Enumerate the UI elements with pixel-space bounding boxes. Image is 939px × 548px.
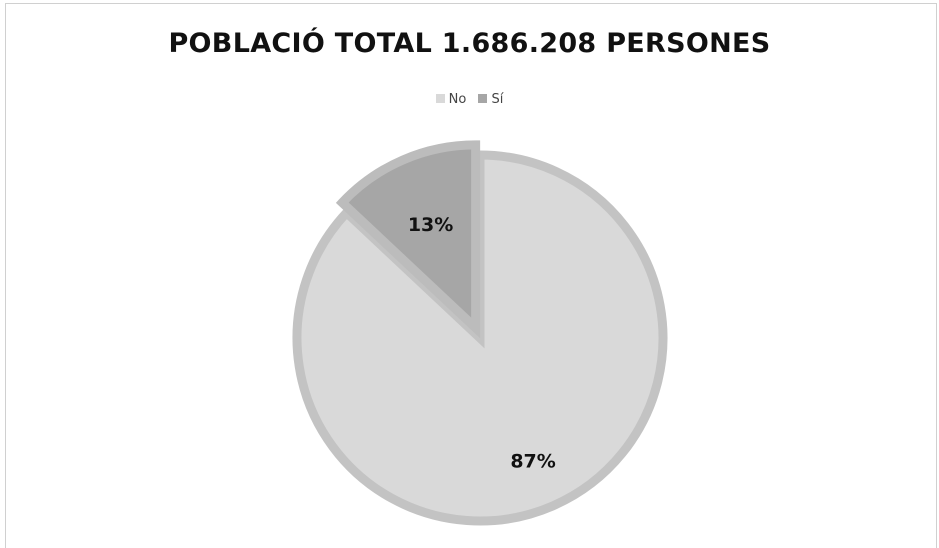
legend-swatch-no [435, 94, 445, 103]
legend-item-si: Sí [478, 92, 503, 107]
legend: No Sí [0, 92, 939, 107]
slice-label-no: 87% [510, 451, 555, 473]
legend-item-no: No [435, 92, 467, 107]
pie-slice-si [335, 140, 481, 339]
chart-title: POBLACIÓ TOTAL 1.686.208 PERSONES [168, 28, 771, 59]
legend-swatch-si [478, 94, 488, 103]
legend-label-si: Sí [491, 92, 504, 107]
slice-label-si: 13% [408, 214, 453, 236]
legend-label-no: No [448, 92, 467, 107]
